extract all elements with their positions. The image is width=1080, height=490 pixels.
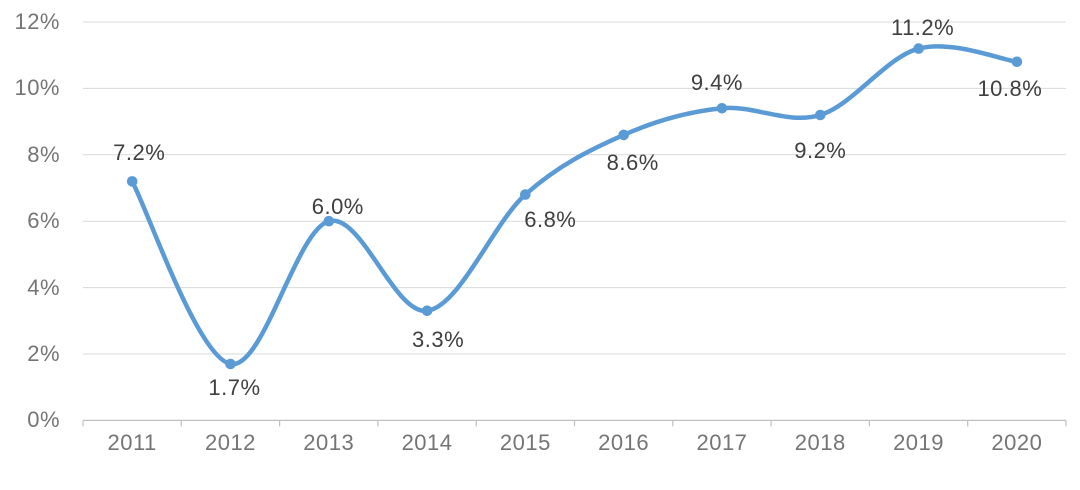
data-point-marker xyxy=(815,109,826,121)
data-point-label: 3.3% xyxy=(412,326,465,352)
data-point-label: 7.2% xyxy=(113,140,166,166)
x-axis-tick-label: 2015 xyxy=(499,430,551,455)
data-point-marker xyxy=(225,358,236,370)
x-axis-tick-label: 2020 xyxy=(991,430,1043,455)
y-axis-tick-label: 2% xyxy=(27,341,60,366)
x-axis-tick-label: 2013 xyxy=(303,430,355,455)
x-axis-tick-label: 2012 xyxy=(204,430,256,455)
data-point-marker xyxy=(1011,56,1023,68)
data-point-label: 6.8% xyxy=(524,206,577,232)
x-axis-tick-label: 2011 xyxy=(107,430,157,455)
data-point-marker xyxy=(323,215,335,227)
data-point-label: 9.4% xyxy=(690,70,743,96)
data-point-label: 8.6% xyxy=(606,149,659,175)
y-axis-tick-label: 4% xyxy=(27,274,60,300)
x-axis-tick-label: 2018 xyxy=(794,430,846,455)
y-axis-tick-label: 12% xyxy=(14,9,60,34)
data-point-marker xyxy=(520,189,531,200)
data-point-marker xyxy=(618,129,629,141)
x-axis-tick-label: 2016 xyxy=(598,430,650,455)
y-axis-tick-label: 10% xyxy=(14,75,60,101)
data-point-marker xyxy=(716,103,728,114)
data-point-label: 11.2% xyxy=(890,14,955,40)
data-point-marker xyxy=(913,43,924,54)
y-axis-tick-label: 8% xyxy=(27,141,60,167)
series-line xyxy=(129,44,1020,367)
y-axis-tick-label: 0% xyxy=(27,407,60,433)
data-point-label: 9.2% xyxy=(794,138,847,163)
data-point-marker xyxy=(421,305,433,317)
data-point-label: 6.0% xyxy=(311,194,364,220)
x-axis-tick-label: 2017 xyxy=(696,430,748,455)
x-axis-tick-label: 2019 xyxy=(893,430,945,455)
data-point-label: 10.8% xyxy=(977,75,1043,101)
x-axis-tick-label: 2014 xyxy=(401,430,453,455)
data-point-marker xyxy=(126,176,138,187)
y-axis-tick-label: 6% xyxy=(27,208,60,234)
data-point-label: 1.7% xyxy=(208,375,261,400)
